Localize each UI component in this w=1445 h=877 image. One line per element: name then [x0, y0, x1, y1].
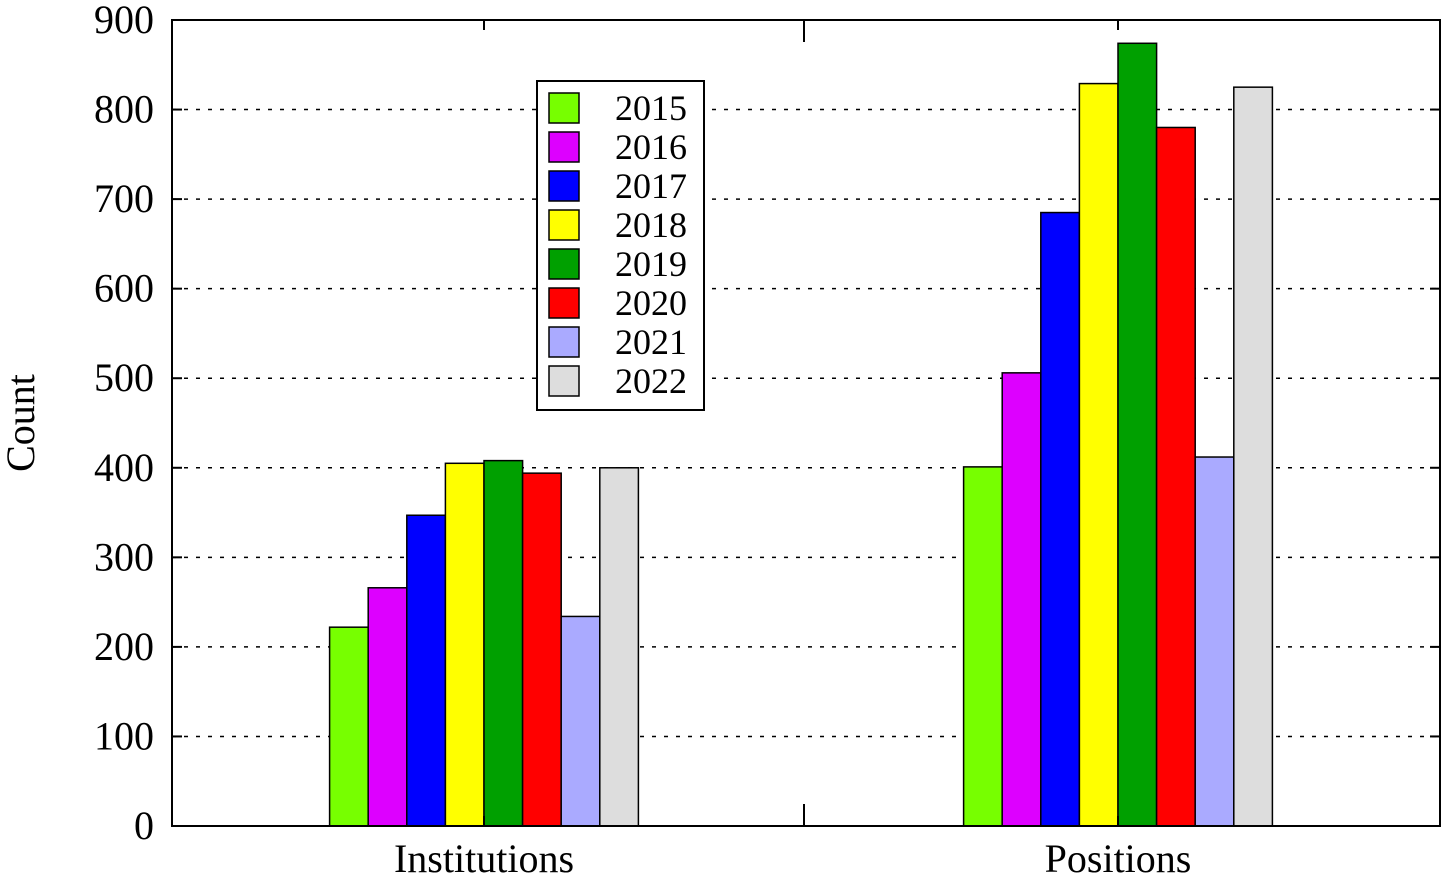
x-tick-label: Positions	[1045, 836, 1192, 877]
bar-positions-2020	[1155, 126, 1196, 827]
legend-label: 2021	[615, 322, 687, 362]
legend-label: 2017	[615, 166, 687, 206]
bar-institutions-2019	[483, 459, 524, 827]
bar-institutions-2018	[444, 462, 485, 827]
legend-label: 2018	[615, 205, 687, 245]
plot-frame	[171, 19, 1441, 827]
legend-swatch	[548, 131, 580, 163]
legend-swatch	[548, 209, 580, 241]
y-tick-label: 900	[94, 0, 154, 42]
legend-label: 2015	[615, 88, 687, 128]
y-axis-label: Count	[0, 374, 43, 472]
bar-institutions-2021	[560, 615, 601, 827]
bar-institutions-2022	[599, 467, 640, 827]
legend-label: 2016	[615, 127, 687, 167]
y-tick-label: 300	[94, 534, 154, 579]
legend-swatch	[548, 248, 580, 280]
legend-swatch	[548, 326, 580, 358]
bar-positions-2021	[1194, 456, 1235, 827]
bars	[328, 42, 1274, 827]
legend-swatch	[548, 92, 580, 124]
legend-label: 2019	[615, 244, 687, 284]
y-tick-label: 500	[94, 355, 154, 400]
axis-ticks	[172, 19, 1440, 827]
bar-institutions-2015	[328, 626, 369, 827]
legend-label: 2022	[615, 361, 687, 401]
y-tick-label: 800	[94, 87, 154, 132]
bar-institutions-2016	[367, 587, 408, 827]
legend-swatch	[548, 170, 580, 202]
x-tick-label: Institutions	[394, 836, 574, 877]
legend-label: 2020	[615, 283, 687, 323]
bar-positions-2017	[1040, 211, 1081, 827]
legend-swatch	[548, 287, 580, 319]
y-tick-label: 200	[94, 624, 154, 669]
bar-positions-2022	[1233, 86, 1274, 827]
bar-positions-2016	[1001, 372, 1042, 827]
y-tick-labels: 0 100 200 300 400 500 600 700 800 900	[94, 0, 154, 848]
legend-swatch	[548, 365, 580, 397]
y-tick-label: 100	[94, 713, 154, 758]
bar-institutions-2017	[406, 514, 447, 827]
y-tick-label: 600	[94, 266, 154, 311]
y-tick-label: 700	[94, 176, 154, 221]
bar-positions-2015	[962, 466, 1003, 827]
y-tick-label: 0	[134, 803, 154, 848]
y-tick-label: 400	[94, 445, 154, 490]
bar-positions-2018	[1078, 82, 1119, 827]
x-tick-labels: Institutions Positions	[394, 836, 1191, 877]
bar-positions-2019	[1117, 42, 1158, 827]
bar-institutions-2020	[521, 472, 562, 827]
